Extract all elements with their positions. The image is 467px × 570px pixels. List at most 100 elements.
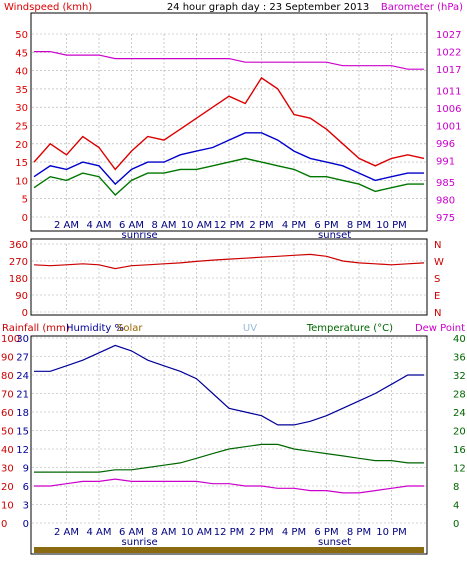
barometer-tick-label: 991: [436, 157, 455, 168]
barometer-axis-label: Barometer (hPa): [381, 2, 463, 13]
wind-gust-series: [33, 76, 425, 171]
dew-point-series: [34, 478, 424, 494]
wind-panel-frame: [30, 12, 428, 232]
compass-label: E: [434, 291, 440, 302]
windspeed-tick-label: 5: [22, 195, 28, 206]
rainfall-axis-label: Rainfall (mm): [2, 323, 70, 334]
windspeed-tick-label: 30: [15, 103, 28, 114]
humidity-tick-label: 3: [23, 501, 29, 512]
barometer-tick-label: 1027: [436, 30, 461, 41]
direction-tick-label: 90: [15, 291, 28, 302]
rainfall-tick-label: 40: [1, 445, 14, 456]
compass-label: W: [434, 257, 444, 268]
sunset-label: sunset: [318, 537, 351, 548]
x-tick-label: 10 AM: [181, 527, 212, 538]
x-tick-label: 8 AM: [151, 527, 176, 538]
x-tick-label: 4 PM: [282, 220, 306, 231]
barometer-tick-label: 996: [436, 139, 455, 150]
humidity-series: [34, 344, 424, 426]
x-tick-label: 10 PM: [376, 527, 407, 538]
chart-title: 24 hour graph day : 23 September 2013: [167, 2, 369, 13]
direction-tick-label: 180: [9, 274, 28, 285]
temperature-tick-label: 8: [453, 482, 459, 493]
temperature-tick-label: 4: [453, 501, 459, 512]
humidity-axis-label: Humidity %: [66, 323, 124, 334]
barometer-tick-label: 980: [436, 195, 455, 206]
x-tick-label: 8 PM: [347, 220, 371, 231]
humidity-tick-label: 12: [16, 445, 29, 456]
x-tick-label: 2 PM: [249, 220, 273, 231]
rainfall-tick-label: 10: [1, 501, 14, 512]
uv-axis-label: UV: [243, 323, 257, 334]
compass-label: N: [434, 240, 441, 251]
rainfall-tick-label: 90: [1, 353, 14, 364]
climate-panel-grid: [32, 337, 426, 524]
wind-low-series: [33, 157, 424, 196]
windspeed-tick-label: 50: [15, 30, 28, 41]
humidity-tick-label: 6: [23, 482, 29, 493]
x-tick-label: 2 PM: [249, 527, 273, 538]
windspeed-tick-label: 15: [15, 158, 28, 169]
temperature-axis-label: Temperature (°C): [306, 323, 393, 334]
wind-panel-grid: [32, 33, 426, 218]
temperature-tick-label: 40: [453, 334, 466, 345]
windspeed-tick-label: 45: [15, 48, 28, 59]
x-tick-label: 2 AM: [54, 527, 79, 538]
temperature-tick-label: 20: [453, 427, 466, 438]
barometer-tick-label: 1001: [436, 122, 461, 133]
temperature-tick-label: 16: [453, 445, 466, 456]
temperature-series: [34, 443, 424, 473]
sunset-label: sunset: [318, 230, 351, 241]
rainfall-bar: [34, 547, 424, 553]
temperature-tick-label: 24: [453, 408, 466, 419]
rainfall-tick-label: 20: [1, 482, 14, 493]
windspeed-axis-label: Windspeed (kmh): [4, 2, 92, 13]
temperature-tick-label: 28: [453, 390, 466, 401]
sunrise-label: sunrise: [122, 537, 158, 548]
solar-axis-label: Solar: [117, 323, 143, 334]
humidity-tick-label: 21: [16, 390, 29, 401]
windspeed-tick-label: 35: [15, 85, 28, 96]
direction-panel-frame: [30, 238, 428, 316]
x-tick-label: 4 AM: [86, 527, 111, 538]
x-tick-label: 6 AM: [119, 220, 144, 231]
humidity-tick-label: 18: [16, 408, 29, 419]
humidity-tick-label: 15: [16, 427, 29, 438]
climate-panel-frame: [30, 335, 428, 555]
windspeed-tick-label: 0: [22, 213, 28, 224]
barometer-tick-label: 1017: [436, 65, 461, 76]
rainfall-tick-label: 50: [1, 427, 14, 438]
windspeed-tick-label: 20: [15, 140, 28, 151]
humidity-tick-label: 24: [16, 371, 29, 382]
x-tick-label: 6 AM: [119, 527, 144, 538]
barometer-tick-label: 975: [436, 213, 455, 224]
rainfall-tick-label: 30: [1, 464, 14, 475]
rainfall-tick-label: 70: [1, 390, 14, 401]
rainfall-tick-label: 100: [1, 334, 20, 345]
humidity-tick-label: 30: [16, 334, 29, 345]
x-tick-label: 4 AM: [86, 220, 111, 231]
direction-tick-label: 360: [9, 240, 28, 251]
direction-tick-label: 270: [9, 257, 28, 268]
humidity-tick-label: 9: [23, 464, 29, 475]
windspeed-tick-label: 25: [15, 122, 28, 133]
compass-label: N: [434, 308, 441, 319]
x-tick-label: 2 AM: [54, 220, 79, 231]
temperature-tick-label: 32: [453, 371, 466, 382]
x-tick-label: 10 PM: [376, 220, 407, 231]
compass-label: S: [434, 274, 440, 285]
x-tick-label: 8 PM: [347, 527, 371, 538]
humidity-tick-label: 27: [16, 353, 29, 364]
axis-labels: 0510152025303540455097598098599199610011…: [1, 30, 466, 548]
temperature-tick-label: 36: [453, 353, 466, 364]
direction-panel-grid: [32, 243, 426, 313]
x-tick-label: 12 PM: [214, 527, 245, 538]
wind-direction-series: [33, 253, 425, 270]
windspeed-tick-label: 40: [15, 67, 28, 78]
temperature-tick-label: 12: [453, 464, 466, 475]
x-tick-label: 4 PM: [282, 527, 306, 538]
sunrise-label: sunrise: [122, 230, 158, 241]
rainfall-tick-label: 60: [1, 408, 14, 419]
